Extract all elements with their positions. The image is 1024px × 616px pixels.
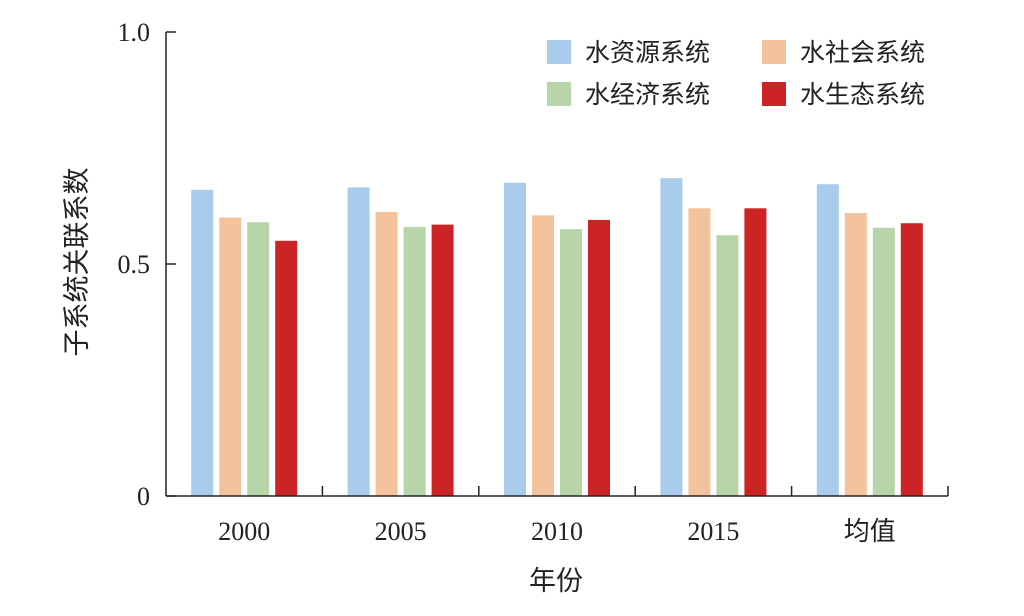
- bar-水生态系统-2005: [431, 224, 454, 496]
- x-tick-label: 2000: [218, 517, 270, 546]
- bar-水经济系统-2010: [560, 229, 582, 496]
- bars-group: [191, 178, 923, 497]
- bar-水社会系统-2015: [688, 208, 711, 497]
- x-tick-label: 2010: [531, 517, 583, 546]
- bar-水社会系统-2000: [219, 217, 242, 496]
- y-tick-label: 1.0: [118, 18, 151, 47]
- legend-label-水资源系统: 水资源系统: [585, 38, 710, 67]
- legend-swatch-水生态系统: [762, 82, 786, 106]
- bar-水资源系统-2005: [347, 187, 370, 496]
- x-tick-label: 均值: [844, 517, 896, 546]
- x-tick-label: 2005: [375, 517, 427, 546]
- legend-swatch-水资源系统: [547, 40, 571, 64]
- bar-水社会系统-2010: [532, 215, 554, 497]
- legend-label-水经济系统: 水经济系统: [585, 80, 710, 109]
- bar-水经济系统-2015: [716, 235, 739, 496]
- y-tick-label: 0: [137, 482, 150, 511]
- bar-水生态系统-2000: [275, 240, 298, 496]
- bar-水资源系统-2000: [191, 189, 214, 497]
- bar-水资源系统-2010: [504, 182, 526, 497]
- y-tick-label: 0.5: [118, 250, 151, 279]
- legend-swatch-水经济系统: [547, 82, 571, 106]
- bar-水社会系统-2005: [375, 212, 398, 496]
- x-axis-title: 年份: [529, 566, 583, 597]
- bar-水经济系统-2005: [403, 226, 426, 496]
- bar-水经济系统-均值: [872, 227, 895, 497]
- bar-水资源系统-均值: [816, 184, 839, 496]
- bar-水生态系统-均值: [900, 223, 923, 496]
- legend-label-水生态系统: 水生态系统: [800, 80, 925, 109]
- bar-水生态系统-2010: [588, 219, 610, 496]
- bar-水生态系统-2015: [744, 208, 767, 497]
- legend-label-水社会系统: 水社会系统: [800, 38, 925, 67]
- x-tick-label: 2015: [687, 517, 739, 546]
- y-axis-title: 子系统关联系数: [62, 168, 93, 357]
- bar-水社会系统-均值: [844, 213, 867, 496]
- bar-水资源系统-2015: [660, 178, 683, 496]
- tick-labels-group: 0 0.5 1.0 2000 2005 2010 2015 均值: [118, 18, 949, 546]
- legend-swatch-水社会系统: [762, 40, 786, 64]
- bar-水经济系统-2000: [247, 222, 270, 496]
